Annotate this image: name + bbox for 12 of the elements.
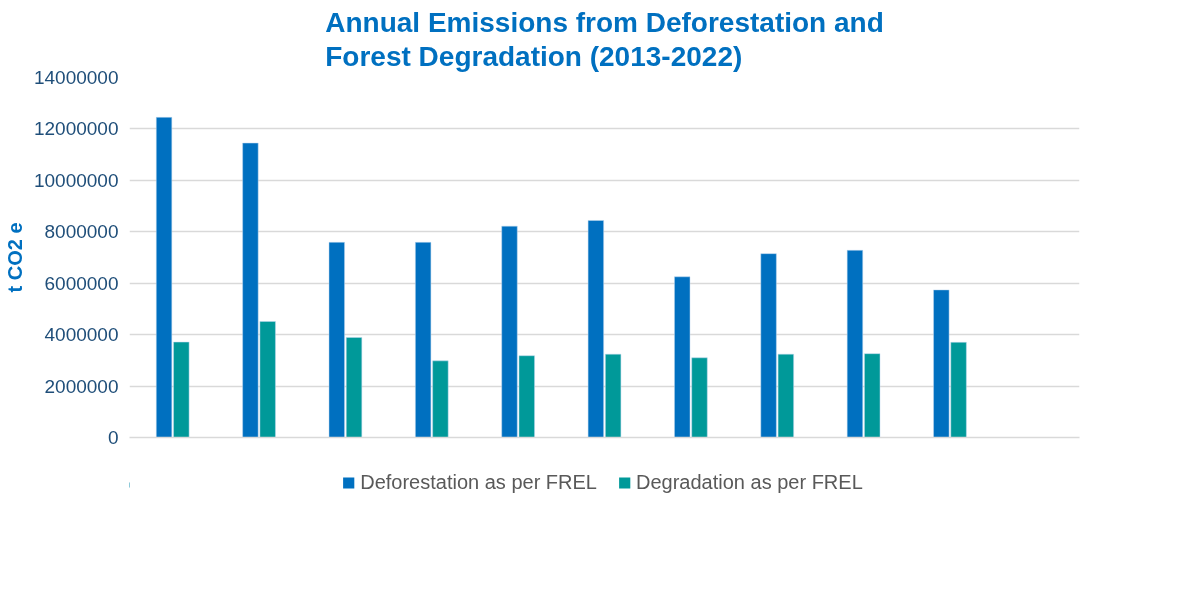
- y-tick-label: 6000000: [44, 272, 119, 294]
- y-tick-label: 12000000: [33, 118, 119, 140]
- y-tick-label: 8000000: [44, 221, 119, 243]
- y-axis-title: t CO2 e: [3, 222, 26, 293]
- y-tick-label: 14000000: [33, 67, 119, 88]
- y-tick-label: 10000000: [33, 169, 119, 191]
- y-tick-label: 0: [107, 427, 119, 448]
- y-tick-label: 2000000: [44, 375, 119, 397]
- chart-title: Annual Emissions from Deforestation and Forest Degradation (2013-2022): [325, 7, 884, 73]
- y-tick-label: 4000000: [44, 324, 119, 346]
- legend-label: Degradation as per FREL: [635, 470, 863, 494]
- legend-label: Deforestation as per FREL: [360, 470, 597, 494]
